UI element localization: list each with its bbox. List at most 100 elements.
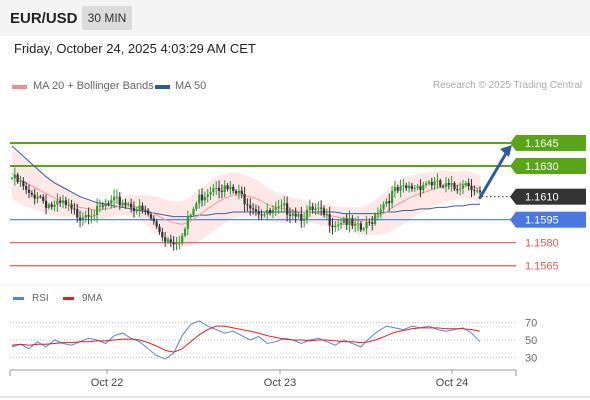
candle-body [198,194,201,204]
ma20-swatch [12,85,27,89]
ma9-swatch [63,297,74,300]
candle-body [362,228,365,230]
candle-body [373,214,377,225]
timeframe-button[interactable]: 30 MIN [82,6,132,30]
candle-body [186,217,189,229]
candle-body [308,206,311,210]
candle-body [260,214,263,216]
candle-body [311,206,314,210]
candle-body [234,190,238,194]
candle-body [365,221,368,229]
candle-body [331,225,334,228]
candle-body [376,213,379,215]
candle-body [232,186,235,191]
rsi-line [11,320,481,360]
candle-body [399,186,402,191]
candle-body [430,181,433,186]
candle-body [368,221,371,223]
candle-body [379,209,382,214]
candle-body [322,208,326,215]
rsi-tick-label: 50 [525,335,537,347]
candle-body [113,196,116,201]
price-label: 1.1565 [525,261,559,273]
ma50-legend-label: MA 50 [175,80,207,92]
ma9-legend-label: 9MA [82,293,103,304]
candle-body [19,180,22,182]
candle-body [147,210,150,215]
candle-body [164,237,167,242]
candle-body [274,207,277,210]
rsi-swatch [13,297,24,300]
candle-body [416,186,419,188]
candle-body [320,207,323,209]
candle-body [442,186,445,188]
x-tick-label: Oct 22 [91,377,123,389]
candle-body [354,223,357,226]
candle-body [280,205,283,207]
x-tick-label: Oct 24 [436,377,468,389]
candle-body [203,196,206,201]
symbol-title: EUR/USD [10,10,78,27]
x-tick-label: Oct 23 [264,377,296,389]
candle-body [297,213,300,217]
ma20-line [11,173,481,225]
price-tag-pointer [510,134,516,151]
candle-body [240,190,243,195]
candle-body [473,190,476,192]
candle-body [325,214,328,216]
candle-body [436,180,439,182]
candle-body [30,192,33,195]
candle-body [339,222,343,225]
candle-body [22,180,25,187]
candle-body [303,219,306,221]
candle-body [459,188,462,190]
candle-body [291,213,294,216]
candle-body [388,201,391,204]
ma50-swatch [155,85,170,89]
candle-body [305,209,309,220]
candle-body [478,190,482,193]
price-tag-bg [516,211,586,228]
candle-body [246,204,249,206]
bollinger-band [12,149,480,248]
candle-body [84,215,87,218]
candle-body [476,190,479,192]
candle-body [61,200,65,203]
candle-body [294,213,297,217]
candle-body [158,226,161,233]
candle-body [229,186,232,190]
candle-body [195,203,198,209]
candle-body [181,235,184,243]
candle-body [461,185,465,189]
candle-body [47,204,50,208]
candle-body [288,214,292,216]
target-arrow-head [500,144,512,157]
candle-body [44,200,48,208]
price-tag-label: 1.1595 [525,215,559,227]
price-tag-pointer [510,211,516,228]
candle-body [433,181,436,186]
candle-body [427,181,431,184]
rsi-tick-label: 70 [525,318,537,330]
candle-body [425,183,428,186]
candle-body [464,182,467,186]
candle-body [439,180,442,187]
ma50-line [11,145,480,218]
candle-body [410,185,414,189]
candle-body [209,191,212,195]
candle-body [342,218,345,223]
candle-body [53,204,56,208]
candle-body [36,196,39,199]
candle-body [254,209,258,212]
timestamp: Friday, October 24, 2025 4:03:29 AM CET [14,41,256,56]
candle-body [422,185,425,191]
candle-body [413,187,416,189]
candle-body [149,214,153,219]
candle-body [78,217,82,221]
price-label: 1.1580 [525,238,559,250]
candle-body [121,202,124,206]
candle-body [215,187,218,189]
candle-body [95,205,99,216]
candle-body [141,205,144,211]
candle-body [104,203,107,207]
